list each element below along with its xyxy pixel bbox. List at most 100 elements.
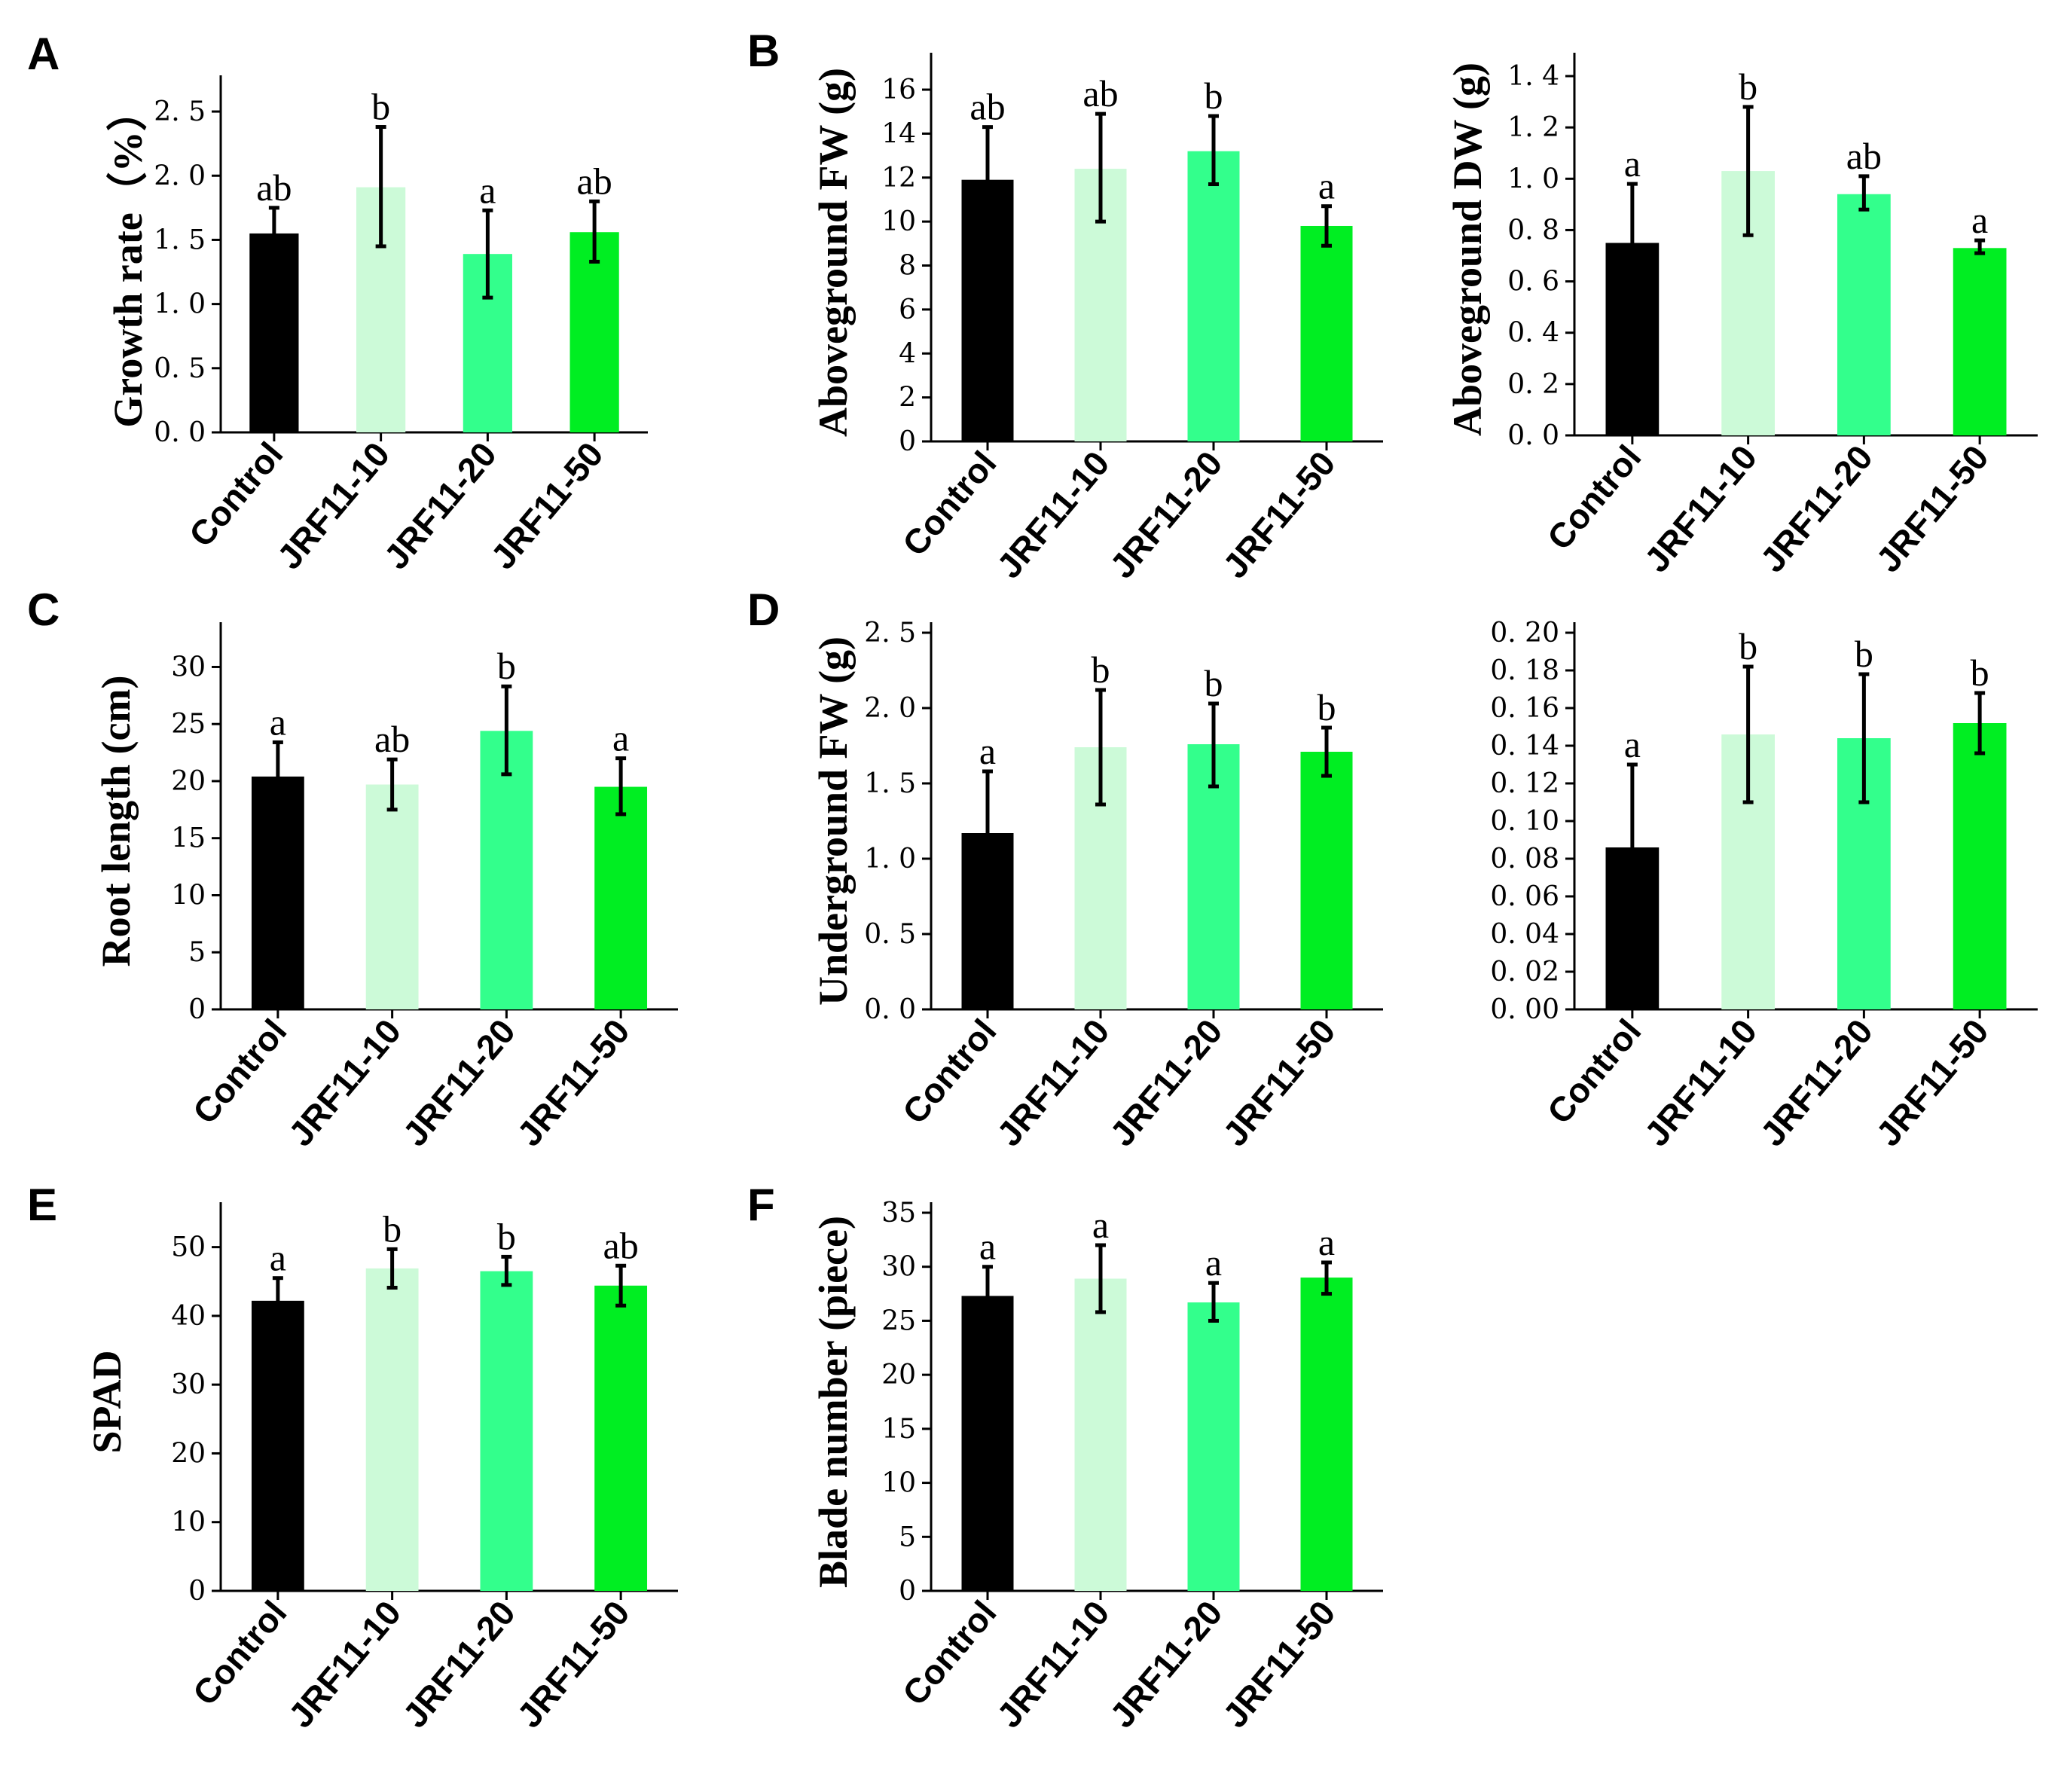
y-tick-label: 1. 0 [1507,163,1559,194]
bar-3 [1187,1302,1240,1591]
y-tick-label: 1. 5 [864,768,916,799]
category-label: JRF11-50 [483,435,611,576]
significance-letter: a [1971,199,1988,241]
y-tick-label: 0. 0 [154,417,206,448]
y-tick-label: 1. 4 [1507,61,1559,92]
category-label: JRF11-20 [1102,1012,1230,1153]
category-label: Control [1540,438,1649,557]
significance-letter: ab [1082,72,1118,114]
y-tick-label: 20 [881,1360,916,1391]
significance-letter: ab [1846,135,1882,177]
y-tick-label: 20 [171,1438,206,1469]
y-tick-label: 10 [881,206,916,237]
category-label: JRF11-20 [395,1593,523,1735]
y-tick-label: 0. 0 [1507,420,1559,451]
category-label: JRF11-50 [1215,1012,1343,1153]
significance-letter: b [1971,652,1989,694]
significance-letter: a [1318,165,1335,207]
y-tick-label: 1. 0 [154,289,206,320]
category-label: JRF11-50 [509,1012,637,1153]
significance-letter: b [1205,75,1223,117]
y-tick-label: 30 [171,1369,206,1400]
y-tick-label: 0. 18 [1490,655,1559,686]
y-tick-label: 15 [171,823,206,854]
category-label: JRF11-10 [989,1593,1117,1735]
bar-2 [365,784,419,1009]
bar-2 [1074,1278,1127,1591]
panel-letter-b: B [747,26,780,76]
y-tick-label: 30 [171,652,206,682]
category-label: JRF11-10 [989,1012,1117,1153]
y-axis-title: Growth rate（%） [105,90,151,427]
bar-3 [480,1271,533,1591]
y-tick-label: 0. 08 [1490,844,1559,875]
y-tick-label: 1. 0 [864,844,916,875]
category-label: Control [1540,1012,1649,1131]
y-tick-label: 10 [171,880,206,911]
category-label: Control [895,1593,1004,1713]
y-tick-label: 0. 02 [1490,957,1559,988]
y-tick-label: 50 [171,1232,206,1263]
significance-letter: ab [577,160,612,202]
y-tick-label: 0. 6 [1507,267,1559,298]
bar-3 [1837,194,1891,435]
panel-letter-e: E [27,1180,57,1230]
y-tick-label: 0. 12 [1490,768,1559,799]
significance-letter: b [383,1207,402,1250]
y-tick-label: 10 [171,1507,206,1538]
panel-letter-f: F [747,1180,775,1230]
category-label: Control [895,1012,1004,1131]
y-tick-label: 25 [171,709,206,740]
bar-1 [251,776,304,1009]
category-label: Control [182,435,291,554]
significance-letter: a [1205,1241,1222,1284]
y-tick-label: 0. 4 [1507,318,1559,349]
significance-letter: ab [256,166,292,209]
category-label: JRF11-10 [1637,438,1765,579]
chart-d1: 0. 0 0. 5 1. 0 1. 5 2. 0 2. 5 Underground FW (… [811,618,1383,1153]
significance-letter: a [270,701,286,743]
y-tick-label: 0. 5 [864,919,916,950]
y-tick-label: 0. 8 [1507,215,1559,246]
y-tick-label: 1. 5 [154,224,206,255]
y-tick-label: 14 [881,118,916,149]
category-label: JRF11-20 [1102,444,1230,585]
significance-letter: ab [603,1224,639,1266]
bar-3 [1187,151,1240,441]
category-label: JRF11-50 [1868,438,1996,579]
y-tick-label: 0. 0 [864,994,916,1025]
category-label: Control [895,444,1004,563]
y-axis-title: Aboveground DW (g) [1445,63,1490,436]
bar-2 [365,1268,419,1591]
category-label: JRF11-10 [1637,1012,1765,1153]
bar-1 [249,233,299,432]
category-label: Control [185,1593,295,1713]
y-tick-label: 5 [188,937,206,968]
y-tick-label: 30 [881,1252,916,1283]
bar-1 [961,1296,1014,1591]
y-tick-label: 0. 00 [1490,994,1559,1025]
significance-letter: a [612,717,629,759]
y-tick-label: 2. 0 [154,160,206,191]
y-axis-title: Aboveground FW (g) [811,68,856,437]
category-label: JRF11-20 [395,1012,523,1153]
y-tick-label: 4 [899,338,916,369]
y-tick-label: 0. 04 [1490,919,1559,950]
y-tick-label: 0 [899,426,916,457]
chart-f: 0 5 10 15 20 25 30 35 Blade number (piece) a Contr… [811,1198,1383,1735]
category-label: JRF11-10 [281,1012,409,1153]
significance-letter: ab [374,718,410,760]
y-tick-label: 0. 5 [154,353,206,384]
significance-letter: b [371,86,390,128]
y-tick-label: 25 [881,1305,916,1336]
category-label: JRF11-20 [376,435,504,576]
y-axis-title: Blade number (piece) [811,1216,856,1588]
y-tick-label: 16 [881,75,916,105]
category-label: JRF11-20 [1752,1012,1880,1153]
category-label: JRF11-10 [270,435,398,576]
significance-letter: a [1624,723,1641,765]
significance-letter: a [1092,1204,1109,1246]
bar-4 [569,232,619,432]
